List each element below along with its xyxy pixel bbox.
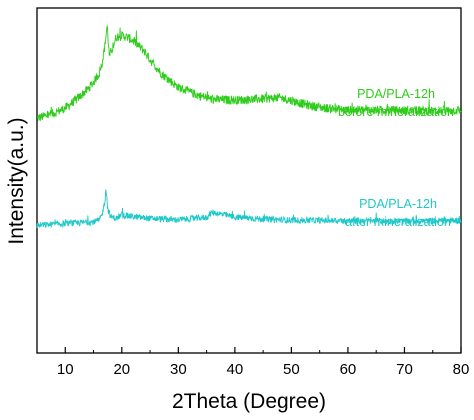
y-axis-label: Intensity(a.u.) (5, 117, 28, 244)
series-label-2: after mineralization (345, 215, 451, 229)
x-axis-ticks: 10 20 30 40 50 60 70 80 (36, 347, 470, 378)
series-labels: PDA/PLA-12h before mineralization PDA/PLA-… (338, 87, 454, 229)
series-line-1 (36, 24, 462, 122)
plot-frame (36, 7, 462, 354)
x-tick-label: 40 (227, 361, 244, 378)
series-label-1: before mineralization (338, 105, 454, 119)
x-tick-label: 60 (340, 361, 357, 378)
x-tick-label: 30 (170, 361, 187, 378)
series-label-1: PDA/PLA-12h (357, 87, 435, 101)
x-axis-label: 2Theta (Degree) (172, 390, 326, 413)
x-tick-label: 10 (57, 361, 74, 378)
x-tick-label: 80 (453, 361, 470, 378)
x-tick-label: 70 (396, 361, 413, 378)
series-line-2 (36, 189, 462, 229)
series-label-2: PDA/PLA-12h (359, 197, 437, 211)
x-tick-label: 20 (113, 361, 130, 378)
series-layer (36, 24, 462, 229)
x-tick-label: 50 (283, 361, 300, 378)
